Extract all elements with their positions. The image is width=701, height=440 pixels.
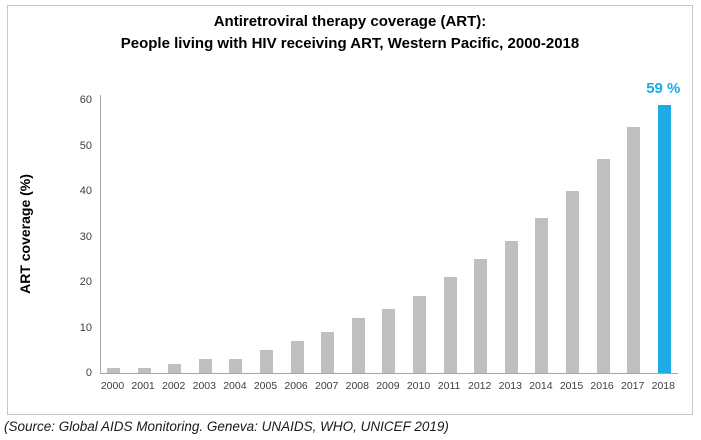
y-tick-label-20: 20 bbox=[79, 276, 92, 288]
y-tick-label-30: 30 bbox=[79, 230, 92, 243]
source-note: (Source: Global AIDS Monitoring. Geneva:… bbox=[4, 419, 449, 434]
x-tick-label-2010: 2010 bbox=[406, 380, 431, 392]
x-tick-label-2002: 2002 bbox=[162, 380, 186, 392]
bar-2018 bbox=[657, 105, 671, 373]
x-tick-label-2008: 2008 bbox=[345, 380, 369, 392]
x-tick-label-2001: 2001 bbox=[131, 380, 155, 392]
bar-2012 bbox=[474, 259, 488, 373]
y-tick-label-60: 60 bbox=[79, 94, 92, 106]
x-tick-label-2004: 2004 bbox=[223, 380, 247, 392]
chart-title: Antiretroviral therapy coverage (ART): P… bbox=[7, 11, 693, 55]
bar-2008 bbox=[351, 318, 365, 373]
bar-2000 bbox=[107, 368, 120, 373]
x-tick-label-2000: 2000 bbox=[100, 380, 125, 392]
highlight-value-label: 59 % bbox=[646, 80, 681, 97]
bar-2017 bbox=[627, 127, 641, 373]
x-tick-label-2018: 2018 bbox=[651, 380, 675, 392]
bar-2001 bbox=[137, 368, 151, 373]
x-tick-label-2009: 2009 bbox=[376, 380, 400, 392]
x-tick-label-2013: 2013 bbox=[498, 380, 522, 392]
x-tick-label-2006: 2006 bbox=[284, 380, 308, 392]
bar-2013 bbox=[504, 241, 518, 373]
bar-2010 bbox=[413, 296, 426, 373]
x-tick-label-2017: 2017 bbox=[621, 380, 645, 392]
x-tick-label-2012: 2012 bbox=[468, 380, 492, 392]
plot-area bbox=[100, 95, 678, 374]
bar-2002 bbox=[168, 364, 182, 373]
bar-2009 bbox=[382, 309, 396, 373]
x-tick-label-2011: 2011 bbox=[437, 380, 461, 392]
bar-2016 bbox=[596, 159, 610, 373]
y-axis-title: ART coverage (%) bbox=[17, 174, 33, 294]
bar-2007 bbox=[321, 332, 335, 373]
bar-2003 bbox=[198, 359, 212, 373]
chart-title-line2: People living with HIV receiving ART, We… bbox=[120, 35, 580, 52]
bar-2004 bbox=[229, 359, 243, 373]
bar-2011 bbox=[443, 277, 457, 373]
x-tick-label-2016: 2016 bbox=[590, 380, 614, 392]
y-tick-label-50: 50 bbox=[79, 139, 92, 152]
x-tick-label-2007: 2007 bbox=[315, 380, 339, 392]
y-tick-label-10: 10 bbox=[79, 321, 92, 334]
x-tick-label-2014: 2014 bbox=[529, 380, 553, 392]
y-tick-label-40: 40 bbox=[79, 185, 92, 197]
chart-title-line1: Antiretroviral therapy coverage (ART): bbox=[213, 13, 487, 30]
bar-2014 bbox=[535, 218, 549, 373]
x-tick-label-2005: 2005 bbox=[253, 380, 278, 392]
bar-2005 bbox=[260, 350, 273, 373]
x-tick-label-2003: 2003 bbox=[192, 380, 216, 392]
x-tick-label-2015: 2015 bbox=[559, 380, 584, 392]
bar-2015 bbox=[566, 191, 579, 373]
y-tick-label-0: 0 bbox=[85, 367, 92, 379]
bar-2006 bbox=[290, 341, 304, 373]
